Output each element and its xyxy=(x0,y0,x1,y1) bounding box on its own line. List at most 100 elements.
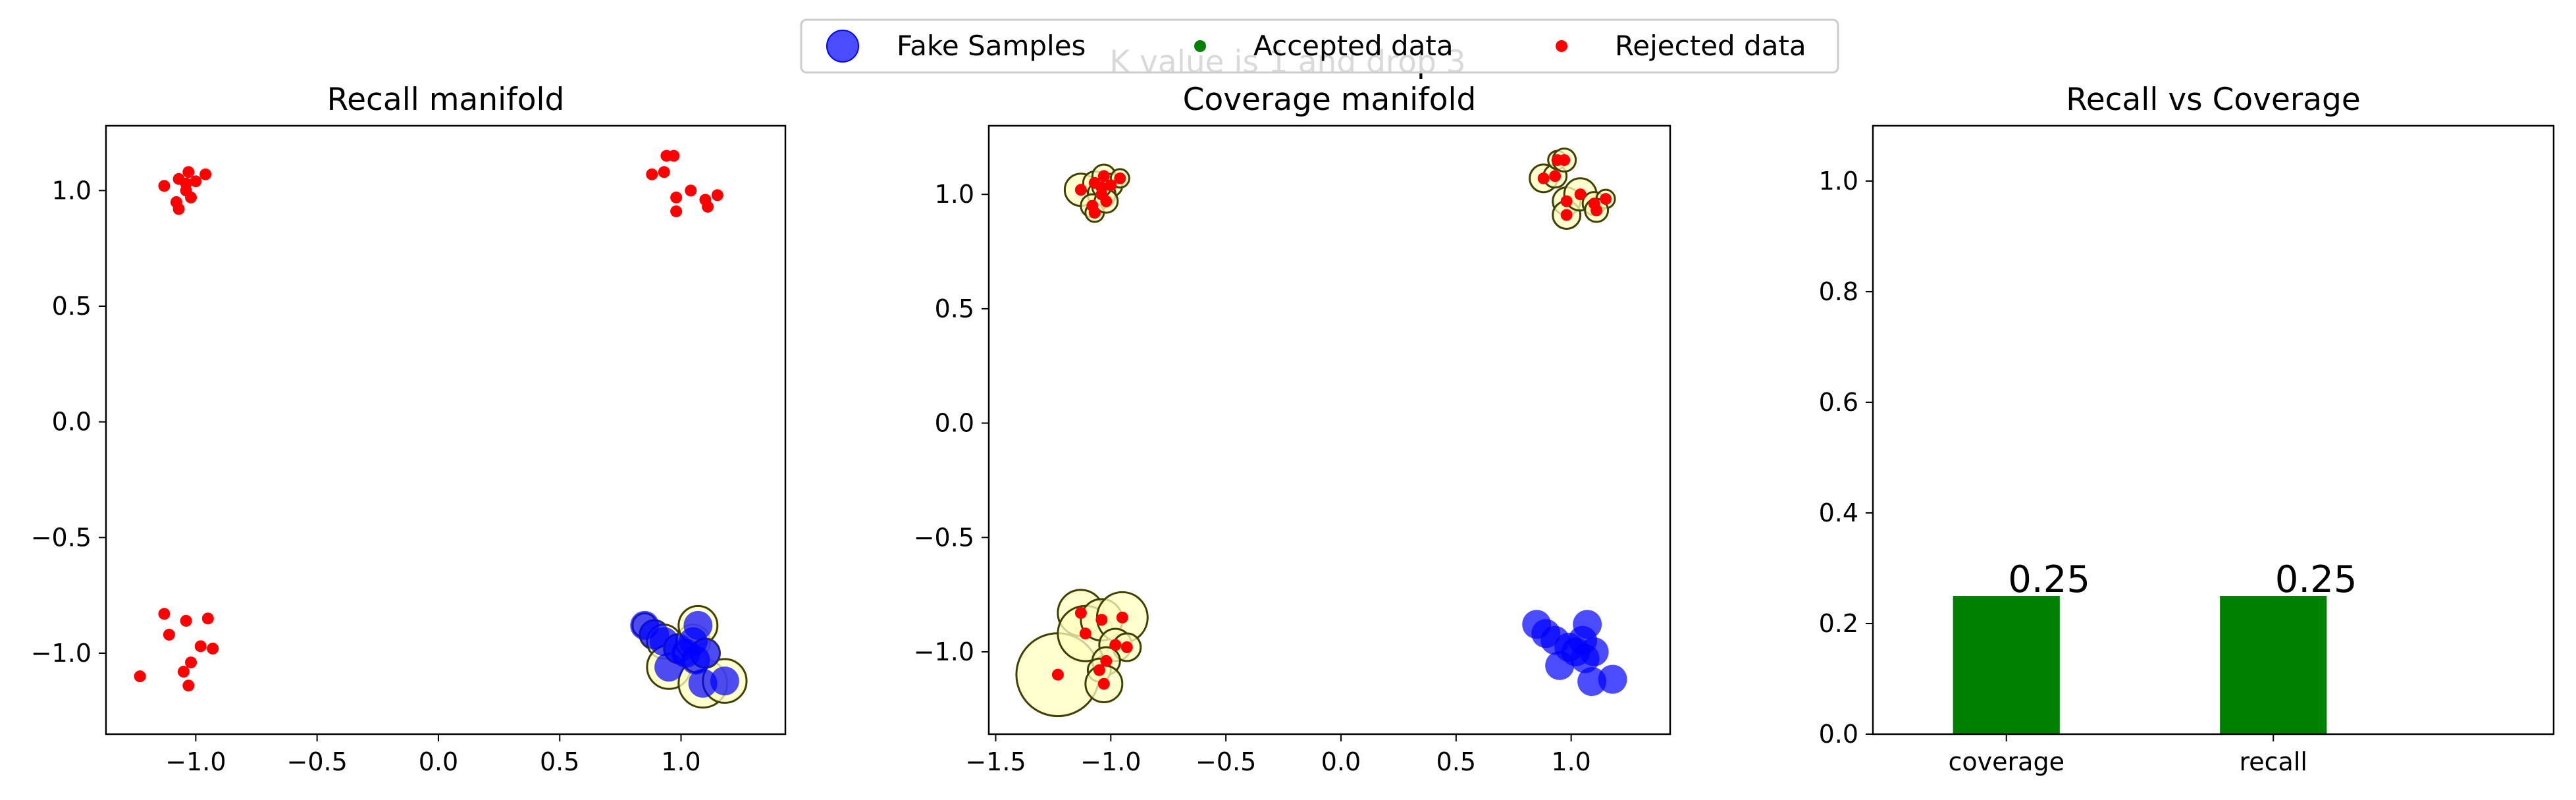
y-tick-label: 0.8 xyxy=(1819,277,1858,306)
rejected-data-point xyxy=(1074,606,1087,619)
rejected-data-point xyxy=(1074,184,1087,196)
rejected-data-point xyxy=(1600,193,1612,205)
rejected-data-point xyxy=(194,640,207,653)
rejected-data-point xyxy=(1120,641,1133,653)
axes-frame xyxy=(105,124,787,735)
rejected-data-point xyxy=(1100,195,1113,207)
rejected-data-point xyxy=(1095,181,1108,194)
legend-fake-marker xyxy=(826,30,859,63)
y-tick-label: 0.0 xyxy=(935,409,974,438)
y-tick-label: 1.0 xyxy=(1819,167,1858,196)
rejected-data-point xyxy=(1100,654,1113,667)
legend-fake-label: Fake Samples xyxy=(897,30,1086,62)
rejected-data-point xyxy=(702,200,714,213)
y-tick-label: −1.0 xyxy=(31,639,92,668)
bar xyxy=(2220,596,2327,734)
rejected-data-point xyxy=(685,184,697,197)
axes-frame xyxy=(1872,124,2555,735)
rejected-data-point xyxy=(1088,207,1101,219)
y-tick-label: 0.0 xyxy=(1819,720,1858,749)
rejected-data-point xyxy=(180,614,192,627)
x-tick-label: −0.5 xyxy=(287,747,348,776)
bar xyxy=(1953,596,2060,734)
rejected-data-point xyxy=(1558,154,1571,167)
x-tick-label: 0.5 xyxy=(1436,747,1476,776)
rejected-data-point xyxy=(180,177,192,190)
rejected-data-point xyxy=(1097,678,1110,690)
x-tick-label: −0.5 xyxy=(1196,747,1256,776)
x-tick-label: −1.0 xyxy=(165,747,226,776)
rejected-data-point xyxy=(201,612,214,625)
rejected-data-point xyxy=(190,175,202,188)
rejected-data-point xyxy=(207,643,219,655)
recall-manifold-panel: −1.0 −0.5 0.0 0.5 1.0 −1.0 −0.5 0.0 0.5 1.0 Recall… xyxy=(31,82,787,776)
rejected-data-point xyxy=(1560,209,1573,221)
legend-accepted-label: Accepted data xyxy=(1253,30,1454,62)
panel-title: Recall vs Coverage xyxy=(2066,82,2361,118)
fake-sample-point xyxy=(683,610,713,640)
rejected-data-point xyxy=(134,670,146,683)
rejected-data-point xyxy=(1537,172,1550,184)
rejected-data-point xyxy=(158,180,171,192)
x-tick-label: −1.5 xyxy=(965,747,1026,776)
rejected-data-point xyxy=(1116,611,1128,624)
fake-sample-point xyxy=(1598,664,1627,694)
rejected-data-point xyxy=(646,168,658,180)
coverage-manifold-panel: −1.0 −0.5 0.0 0.5 1.0 −1.5 −1.0 −0.5 0.0 0.5 1.0 Co… xyxy=(914,82,1671,776)
y-tick-label: 0.4 xyxy=(1819,498,1858,527)
recall-vs-coverage-panel: 0.25 coverage 0.25 recall 0.0 0.2 0.4 0.6 0.8 1.0… xyxy=(1819,82,2555,776)
y-tick-label: 0.6 xyxy=(1819,388,1858,417)
y-tick-label: −0.5 xyxy=(31,523,92,552)
y-tick-label: 0.2 xyxy=(1819,609,1858,638)
rejected-data-point xyxy=(1109,639,1122,651)
y-tick-label: 0.5 xyxy=(52,292,92,321)
rejected-data-point xyxy=(1095,614,1108,626)
rejected-data-point xyxy=(1051,668,1064,681)
category-label: recall xyxy=(2240,747,2307,776)
x-tick-label: 1.0 xyxy=(1551,747,1590,776)
axes-frame xyxy=(987,124,1671,735)
rejected-data-point xyxy=(172,203,185,215)
fake-sample-point xyxy=(1573,610,1602,639)
fake-sample-point xyxy=(710,666,739,696)
rejected-data-point xyxy=(185,656,197,669)
rejected-data-point xyxy=(1114,172,1126,184)
legend-rejected-label: Rejected data xyxy=(1615,30,1806,62)
y-tick-label: 1.0 xyxy=(935,180,974,209)
rejected-data-point xyxy=(711,189,723,201)
rejected-data-point xyxy=(1105,179,1117,192)
fake-sample-point xyxy=(1579,637,1609,666)
rejected-data-point xyxy=(1079,627,1091,640)
x-tick-label: −1.0 xyxy=(1080,747,1141,776)
rejected-data-point xyxy=(1590,204,1603,217)
panel-title: Recall manifold xyxy=(327,82,565,118)
rejected-data-point xyxy=(185,191,197,203)
rejected-data-point xyxy=(177,666,190,678)
fake-sample-point xyxy=(691,639,720,668)
rejected-data-point xyxy=(1093,664,1105,676)
y-tick-label: −1.0 xyxy=(914,637,974,666)
y-tick-label: 0.5 xyxy=(935,294,974,323)
bar-value-label: 0.25 xyxy=(2008,558,2090,601)
rejected-data-point xyxy=(670,205,683,217)
rejected-data-point xyxy=(163,628,175,641)
y-tick-label: −0.5 xyxy=(914,523,974,552)
bar-value-label: 0.25 xyxy=(2275,558,2357,601)
rejected-data-point xyxy=(1574,188,1587,201)
rejected-data-point xyxy=(668,149,680,162)
rejected-data-point xyxy=(1097,170,1110,182)
x-tick-label: 0.0 xyxy=(1321,747,1361,776)
panel-title: Coverage manifold xyxy=(1183,82,1477,118)
rejected-data-point xyxy=(182,166,195,178)
x-tick-label: 0.5 xyxy=(540,747,579,776)
rejected-data-point xyxy=(670,191,683,203)
rejected-data-point xyxy=(199,168,212,180)
rejected-data-point xyxy=(182,680,195,692)
rejected-data-point xyxy=(1560,195,1573,207)
fake-sample-point xyxy=(688,668,718,698)
x-tick-label: 1.0 xyxy=(661,747,700,776)
legend: Fake Samples Accepted data Rejected data xyxy=(800,18,1839,74)
legend-accepted-marker xyxy=(1194,40,1206,52)
category-label: coverage xyxy=(1949,747,2064,776)
